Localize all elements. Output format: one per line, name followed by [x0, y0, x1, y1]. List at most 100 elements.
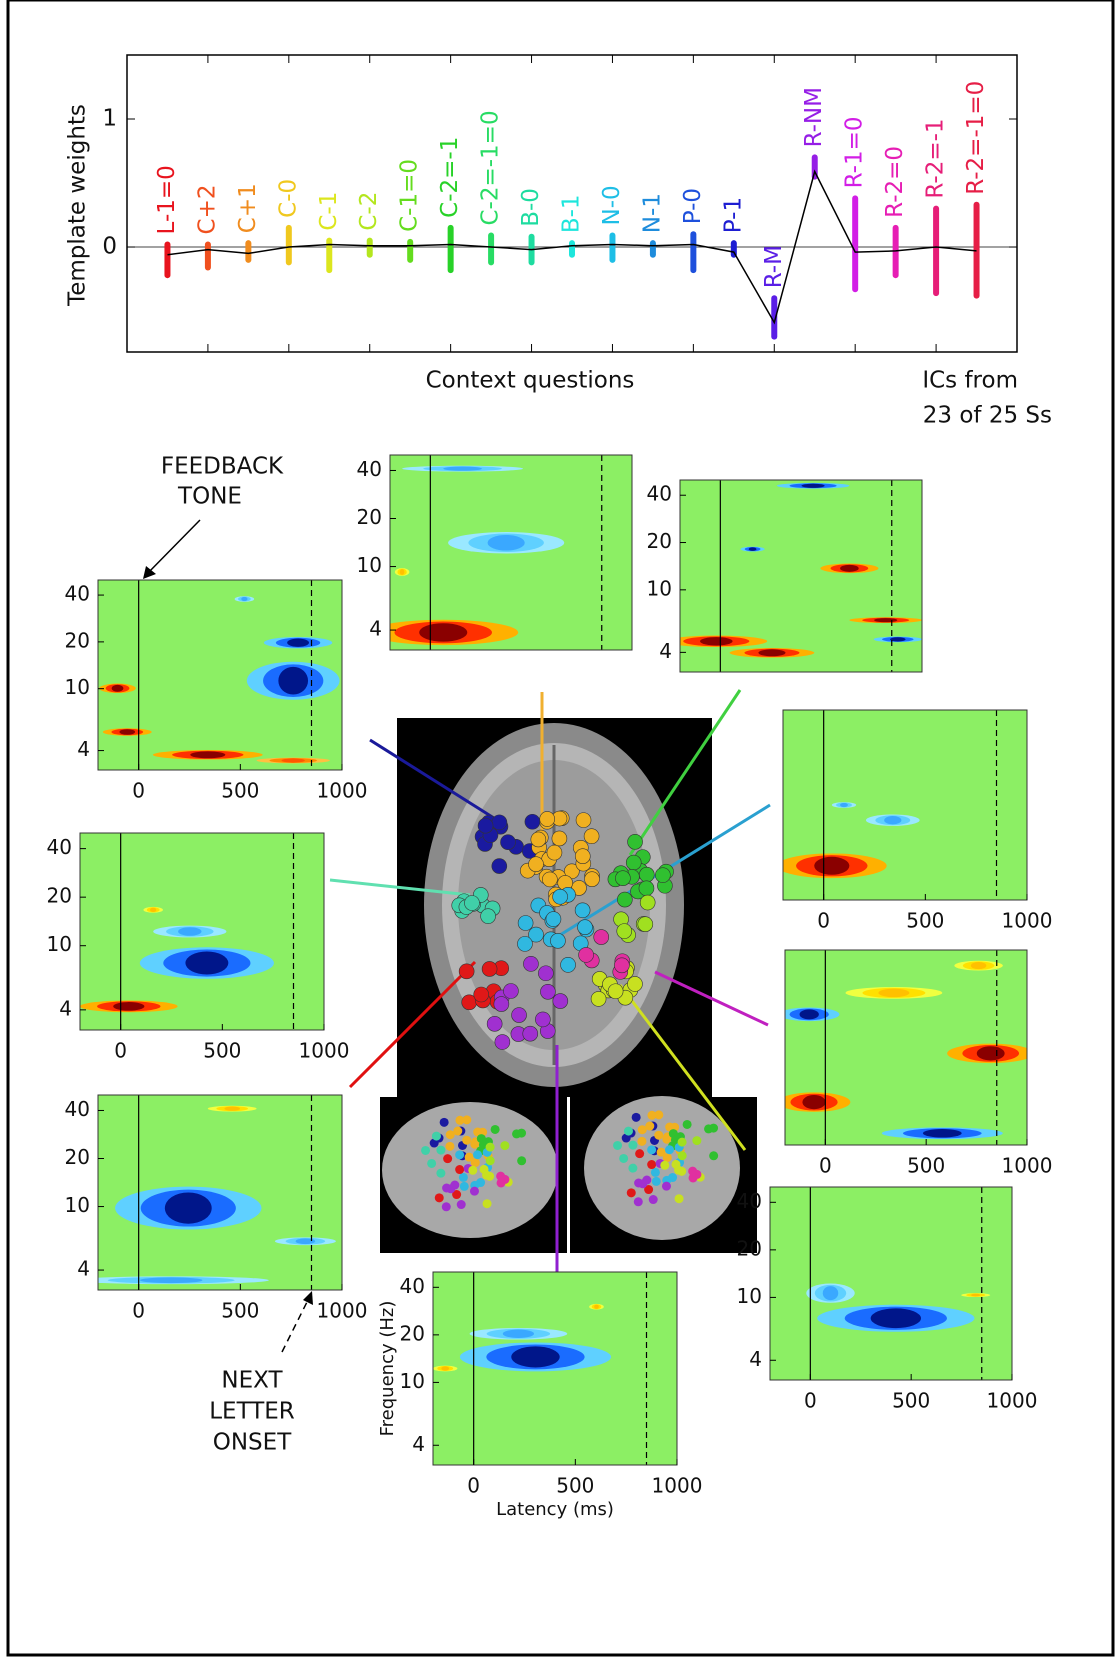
dipole [639, 881, 654, 896]
category-label: R-2=0 [882, 146, 908, 218]
y-tick-label: 4 [369, 617, 382, 641]
x-tick-label: 1000 [652, 1474, 703, 1498]
dipole [442, 1183, 451, 1192]
dipole [649, 1195, 658, 1204]
blob [801, 484, 824, 488]
dipole [455, 1150, 464, 1159]
dipole [634, 1197, 643, 1206]
x-tick-label: 0 [819, 1154, 832, 1178]
dipole [553, 889, 568, 904]
spectrogram [665, 480, 922, 672]
spectrogram [770, 1187, 1012, 1380]
arrow-head [303, 1291, 313, 1305]
dipole [561, 957, 576, 972]
y-tick-label: 20 [400, 1321, 425, 1345]
blob [165, 1192, 212, 1223]
spectrogram [778, 950, 1035, 1145]
spectrogram [80, 833, 324, 1030]
dipole [628, 1141, 637, 1150]
x-tick-label: 500 [221, 1299, 259, 1323]
y-tick-label: 20 [647, 529, 672, 553]
dipole [615, 871, 630, 886]
spectrogram [433, 1272, 677, 1465]
blob [113, 1002, 144, 1011]
blob [802, 1095, 825, 1109]
dipole [614, 958, 629, 973]
dipole [518, 915, 533, 930]
dipole [628, 1164, 637, 1173]
y-tick-label: 40 [357, 457, 382, 481]
x-tick-label: 0 [132, 1299, 145, 1323]
dipole [692, 1136, 701, 1145]
x-tick-label: 0 [114, 1039, 127, 1063]
category-label: C+1 [235, 183, 261, 233]
annotation: ONSET [213, 1430, 292, 1456]
y-tick-label: 10 [65, 1193, 90, 1217]
blob [971, 1294, 980, 1297]
blob [840, 565, 859, 572]
x-tick-label: 1000 [317, 779, 368, 803]
category-label: L-1=0 [154, 165, 180, 234]
blob [119, 729, 135, 735]
dipole [436, 1146, 445, 1155]
blob [871, 1308, 921, 1328]
spectrogram [98, 580, 342, 770]
dipole [640, 895, 655, 910]
y-tick-label: 20 [737, 1236, 762, 1260]
dipole [446, 1130, 455, 1139]
blob [700, 637, 733, 645]
annotation: NEXT [221, 1368, 283, 1394]
y-tick-label: 0 [102, 234, 117, 260]
category-label: C+2 [194, 184, 220, 234]
dipole [465, 1153, 474, 1162]
spectrogram [368, 455, 632, 650]
category-label: B-1 [559, 194, 585, 233]
arrow [145, 520, 200, 576]
blob [840, 803, 848, 807]
dipole [440, 1118, 449, 1127]
blob [503, 1330, 534, 1338]
category-label: R-M [761, 245, 787, 288]
dipole [540, 811, 555, 826]
x-tick-label: 1000 [987, 1389, 1038, 1413]
dipole [512, 1129, 521, 1138]
blob [749, 547, 757, 550]
blob [884, 816, 901, 824]
dipole [523, 956, 538, 971]
dipole [709, 1151, 718, 1160]
x-tick-label: 0 [132, 779, 145, 803]
dipole [483, 1199, 492, 1208]
x-tick-label: 500 [907, 1154, 945, 1178]
blob [758, 649, 785, 656]
dipole [500, 1141, 509, 1150]
blob [874, 618, 897, 622]
x-tick-label: 0 [804, 1389, 817, 1413]
dipole [512, 1008, 527, 1023]
dipole [654, 1131, 663, 1140]
dipole [626, 855, 641, 870]
dipole [678, 1138, 687, 1147]
dipole [492, 859, 507, 874]
dipole [638, 917, 653, 932]
dipole [546, 912, 561, 927]
y-tick-label: 4 [59, 996, 72, 1020]
dipole [487, 1016, 502, 1031]
dipole [619, 1154, 628, 1163]
category-label: R-NM [801, 87, 827, 147]
dipole [624, 1127, 633, 1136]
dipole [468, 1166, 477, 1175]
blob [178, 927, 201, 936]
dipole [674, 1166, 683, 1175]
category-label: C-2=-1 [437, 137, 463, 218]
x-tick-label: 1000 [1002, 1154, 1053, 1178]
dipole [683, 1120, 692, 1129]
annotation: TONE [177, 484, 242, 510]
dipole [613, 1141, 622, 1150]
dipole [432, 1132, 441, 1141]
y-tick-label: 10 [647, 576, 672, 600]
panel-bg [770, 1187, 1012, 1380]
blob [800, 1009, 819, 1019]
dipole [460, 1182, 469, 1191]
x-tick-label: 500 [203, 1039, 241, 1063]
blob [594, 1305, 599, 1309]
